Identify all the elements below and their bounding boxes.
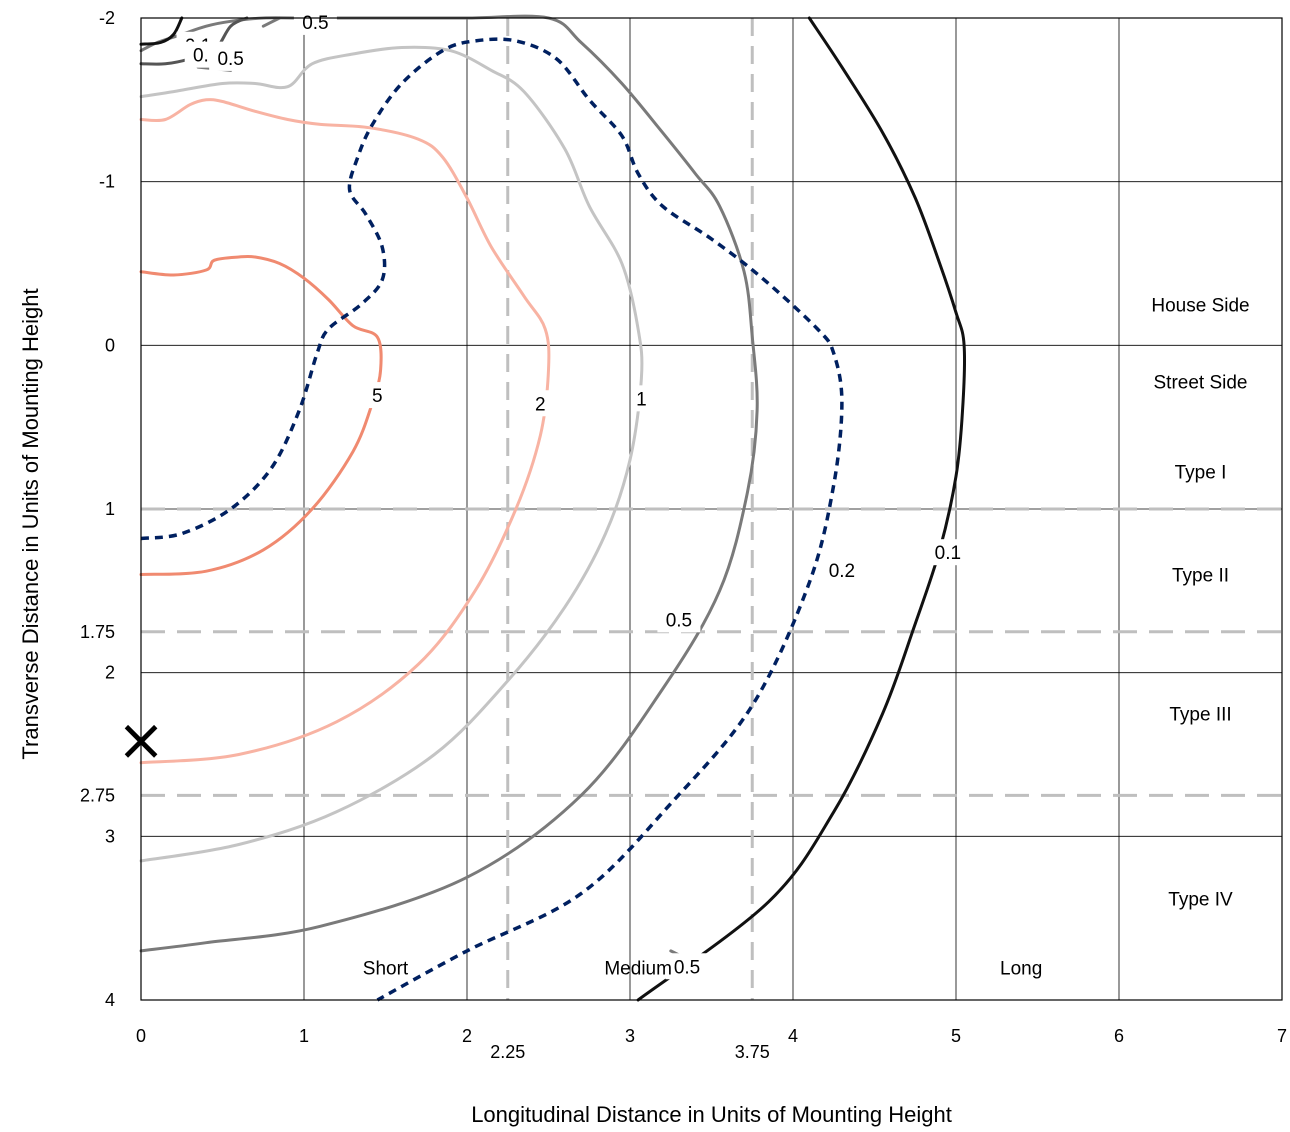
y-tick-label: 3 xyxy=(105,826,115,846)
region-label: Type IV xyxy=(1168,890,1233,911)
x-tick-label: 4 xyxy=(788,1026,798,1046)
contour-label: 0.5 xyxy=(674,957,700,978)
plot-border xyxy=(140,17,1283,1001)
y-tick-label: 0 xyxy=(105,335,115,355)
luminaire-marker: × xyxy=(117,705,166,773)
x-tick-label: 2 xyxy=(462,1026,472,1046)
region-label: Type I xyxy=(1175,462,1227,483)
contour-label: 0.5 xyxy=(217,49,243,70)
reference-lines xyxy=(141,18,1282,1000)
contour-label-background xyxy=(665,953,709,980)
contour-label: 0.1 xyxy=(935,543,961,564)
x-axis-title: Longitudinal Distance in Units of Mounti… xyxy=(471,1102,952,1127)
x-tick-label: 7 xyxy=(1277,1026,1287,1046)
y-tick-label: 1 xyxy=(105,499,115,519)
y-tick-label: -2 xyxy=(99,8,115,28)
contour-line-0-1 xyxy=(636,16,967,1002)
region-label: Type II xyxy=(1172,565,1229,586)
region-label: Medium xyxy=(604,958,672,979)
region-labels: House Side Street Side Type I Type II Type I… xyxy=(363,295,1250,979)
contour-label-background xyxy=(529,390,551,417)
contour-label: 1 xyxy=(636,389,647,410)
y-axis-title: Transverse Distance in Units of Mounting… xyxy=(18,288,43,759)
contour-label: 5 xyxy=(372,386,383,407)
y-tick-label: -1 xyxy=(99,172,115,192)
contour-line-0-1 xyxy=(139,16,184,46)
region-label: House Side xyxy=(1151,295,1249,316)
contour-line-2 xyxy=(139,98,551,765)
region-label: Street Side xyxy=(1154,372,1248,393)
y-tick-label: 4 xyxy=(105,990,115,1010)
contour-line-0-2 xyxy=(140,37,844,1002)
x-axis-ticks: 0 1 2 3 4 5 6 7 2.25 3.75 xyxy=(136,1026,1287,1062)
contour-line-0-5 xyxy=(139,14,759,953)
contour-label-background xyxy=(293,8,337,35)
region-label: Short xyxy=(363,958,409,979)
contour-line-1 xyxy=(139,45,644,863)
y-axis-ticks: -2 -1 0 1 2 3 4 1.75 2.75 xyxy=(80,8,115,1010)
y-reference-label: 2.75 xyxy=(80,785,115,805)
x-tick-label: 5 xyxy=(951,1026,961,1046)
x-reference-label: 2.25 xyxy=(490,1042,525,1062)
contour-label: 2 xyxy=(535,394,546,415)
y-reference-label: 1.75 xyxy=(80,622,115,642)
x-tick-label: 6 xyxy=(1114,1026,1124,1046)
contour-line-5 xyxy=(139,254,383,576)
contour-label-background xyxy=(209,44,253,71)
contour-label: 0.5 xyxy=(302,13,328,34)
region-label: Long xyxy=(1000,958,1042,979)
y-tick-label: 2 xyxy=(105,663,115,683)
region-label: Type III xyxy=(1169,705,1231,726)
x-reference-label: 3.75 xyxy=(735,1042,770,1062)
contour-label-background xyxy=(630,385,652,412)
x-tick-label: 3 xyxy=(625,1026,635,1046)
contour-label-background xyxy=(820,557,864,584)
contour-label-background xyxy=(657,606,701,633)
contour-label-background xyxy=(366,382,388,409)
x-tick-label: 1 xyxy=(299,1026,309,1046)
contour-label: 0.5 xyxy=(666,610,692,631)
x-tick-label: 0 xyxy=(136,1026,146,1046)
contour-label-background xyxy=(926,539,970,566)
contour-label: 0.2 xyxy=(829,561,855,582)
luminaire-marker-symbol: × xyxy=(117,705,166,773)
